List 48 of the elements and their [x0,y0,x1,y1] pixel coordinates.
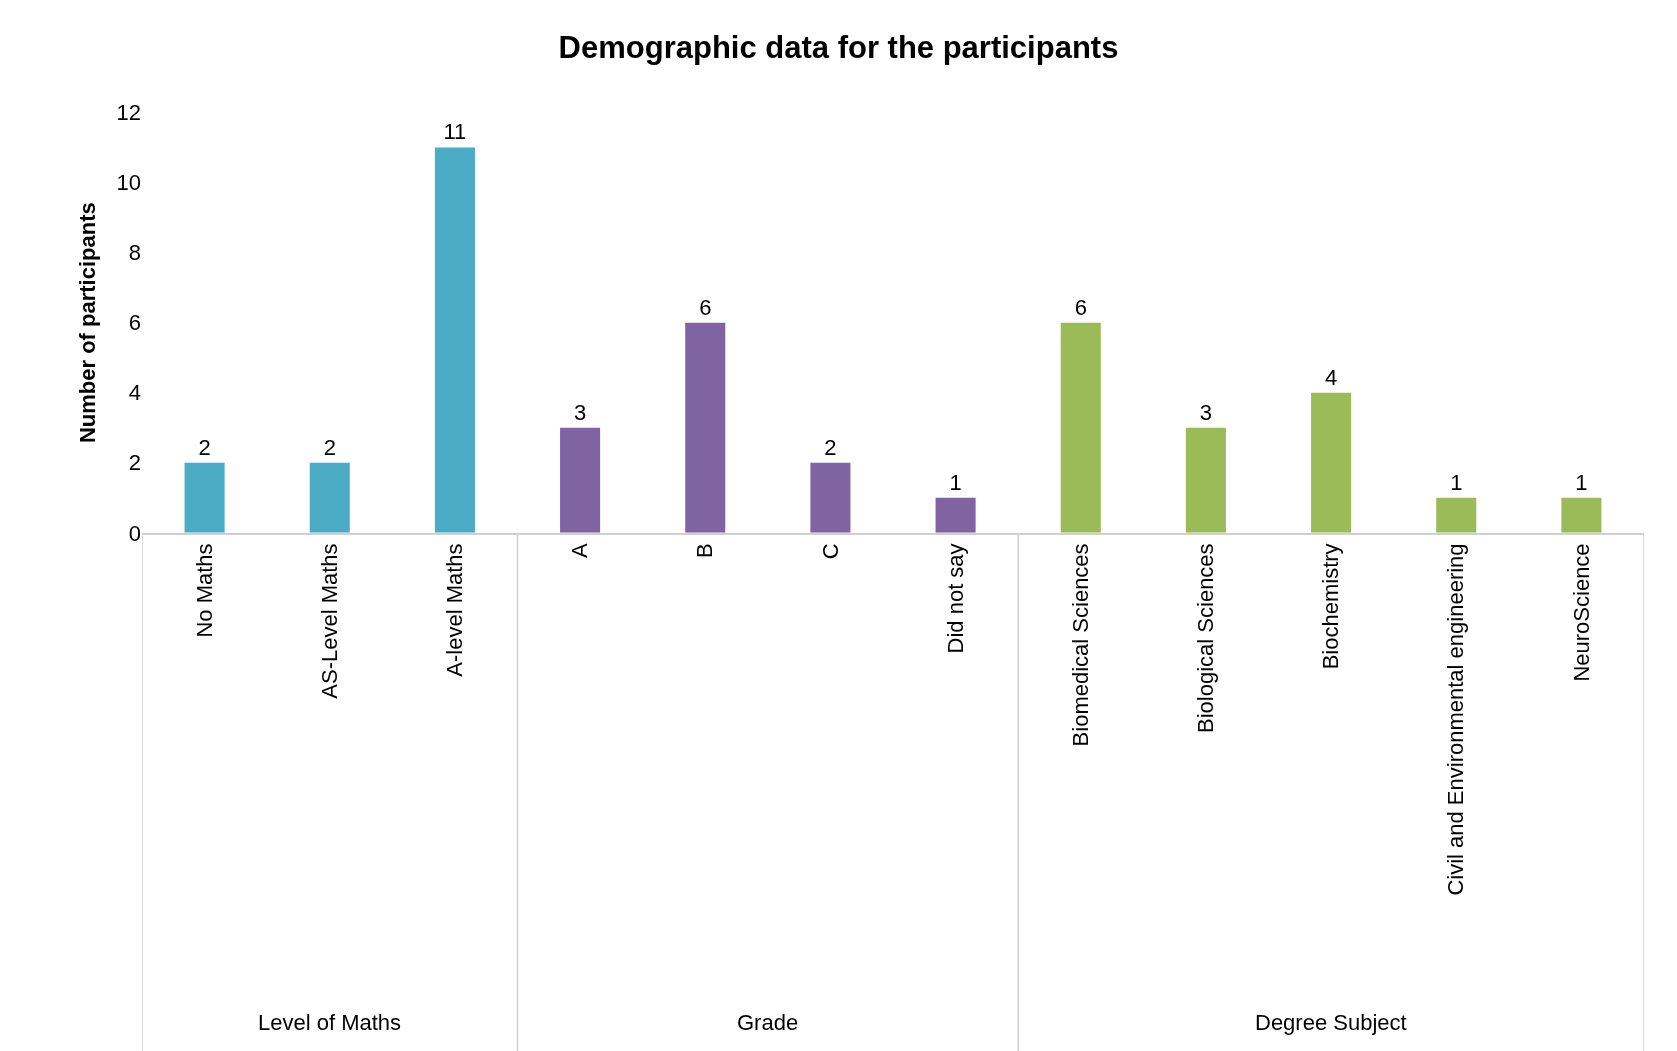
x-tick-label: NeuroScience [1568,543,1594,682]
bar [1060,322,1101,533]
y-tick-label: 4 [128,380,141,406]
data-label: 2 [323,434,336,460]
y-tick-label: 10 [116,170,141,196]
bar [1185,427,1226,533]
bar [1436,497,1477,533]
bar [935,497,976,533]
data-label: 6 [1074,294,1087,320]
x-tick-label: Biomedical Sciences [1067,543,1093,747]
bar [685,322,726,533]
x-tick-label: Biological Sciences [1193,543,1219,733]
text: Grade [737,1010,799,1035]
data-label: 1 [1450,469,1463,495]
data-label: 3 [1199,399,1213,425]
y-axis-title: Number of participants [75,202,101,444]
y-tick-label: 2 [128,450,141,476]
data-label: 3 [573,399,587,425]
x-tick-label: Did not say [942,543,968,654]
data-label: 4 [1324,364,1338,390]
bar [810,462,851,533]
x-tick-label: B [692,543,718,559]
y-tick-label: 6 [128,310,141,336]
x-tick-label: Biochemistry [1318,543,1344,670]
y-tick-label: 0 [128,520,141,546]
x-tick-label: Civil and Environmental engineering [1443,543,1469,896]
x-tick-label: A [567,543,593,559]
x-tick-label: No Maths [191,543,217,638]
data-label: 2 [824,434,837,460]
y-tick-label: 8 [128,240,141,266]
bar [1561,497,1602,533]
bar [1311,392,1352,533]
x-tick-label: A-level Maths [442,543,468,677]
y-tick-label: 12 [116,100,141,126]
bar [434,147,475,533]
data-label: 2 [198,434,211,460]
data-label: 11 [443,119,467,145]
bar [560,427,601,533]
chart-title: Demographic data for the participants [558,30,1119,66]
data-label: 1 [949,469,962,495]
x-tick-label: C [817,543,843,560]
x-tick-label: AS-Level Maths [316,543,342,699]
text: Level of Maths [258,1010,402,1035]
data-label: 6 [699,294,712,320]
data-label: 1 [1575,469,1588,495]
bar [309,462,350,533]
bar [184,462,225,533]
text: Degree Subject [1255,1010,1407,1035]
